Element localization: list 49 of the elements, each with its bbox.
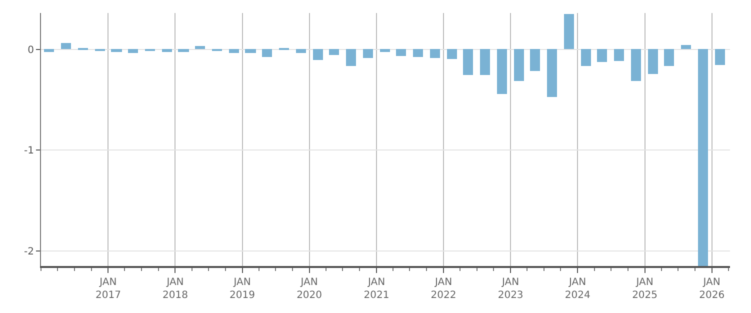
bar	[430, 49, 440, 58]
bar	[111, 49, 122, 52]
bar	[245, 49, 256, 53]
y-tick-label: -1	[24, 146, 34, 157]
bar	[61, 43, 71, 49]
bar	[313, 49, 323, 60]
bar	[262, 49, 272, 57]
bar	[44, 49, 54, 52]
bar	[547, 49, 557, 97]
bar	[631, 49, 641, 81]
bar	[447, 49, 457, 59]
bar	[648, 49, 658, 74]
bar	[698, 49, 708, 266]
bar	[664, 49, 674, 66]
bar	[296, 49, 306, 53]
y-tick-label: 0	[28, 44, 34, 56]
bar	[480, 49, 490, 75]
x-tick-label: JAN 2026	[699, 277, 725, 301]
bar	[514, 49, 524, 81]
bar	[346, 49, 356, 66]
x-tick-label: JAN 2024	[564, 277, 590, 301]
bar	[715, 49, 725, 65]
x-tick-label: JAN 2018	[162, 277, 188, 301]
y-tick-label: -2	[24, 246, 34, 258]
bar	[530, 49, 540, 71]
x-tick-label: JAN 2021	[364, 277, 390, 301]
bar	[413, 49, 423, 57]
bar	[581, 49, 591, 66]
bar	[597, 49, 607, 62]
x-tick-label: JAN 2025	[632, 277, 658, 301]
x-tick-label: JAN 2022	[430, 277, 456, 301]
bar	[195, 46, 205, 49]
bar	[363, 49, 373, 58]
bar	[162, 49, 172, 52]
bar	[564, 14, 574, 49]
bar	[128, 49, 138, 53]
bar	[614, 49, 624, 61]
x-tick-label: JAN 2020	[296, 277, 322, 301]
bar	[178, 49, 189, 52]
bar	[329, 49, 339, 55]
bar	[497, 49, 507, 94]
bar	[463, 49, 473, 75]
x-tick-label: JAN 2023	[498, 277, 524, 301]
bar	[681, 45, 691, 49]
x-tick-label: JAN 2019	[230, 277, 255, 301]
bar	[229, 49, 239, 53]
x-tick-label: JAN 2017	[95, 277, 121, 301]
bar	[380, 49, 390, 52]
bar	[396, 49, 406, 56]
